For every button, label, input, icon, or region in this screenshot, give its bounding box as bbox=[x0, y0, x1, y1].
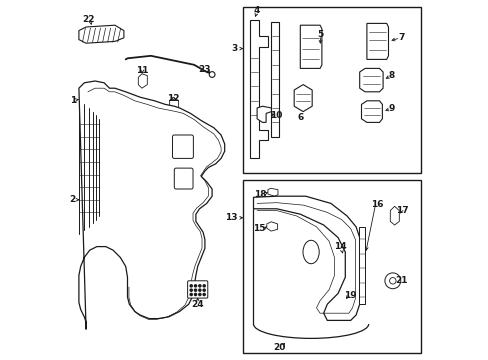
Circle shape bbox=[203, 293, 205, 296]
Polygon shape bbox=[361, 101, 382, 122]
Text: 15: 15 bbox=[253, 224, 265, 233]
Text: 21: 21 bbox=[395, 276, 407, 285]
Text: 5: 5 bbox=[317, 30, 323, 39]
Text: 20: 20 bbox=[273, 343, 285, 352]
Bar bbox=[242, 7, 420, 173]
Text: 11: 11 bbox=[136, 66, 148, 75]
Text: 16: 16 bbox=[370, 200, 383, 209]
Circle shape bbox=[389, 278, 395, 284]
Circle shape bbox=[209, 72, 215, 77]
Text: 14: 14 bbox=[333, 242, 346, 251]
Polygon shape bbox=[169, 97, 178, 115]
Text: 7: 7 bbox=[397, 33, 404, 42]
Polygon shape bbox=[359, 68, 382, 92]
Polygon shape bbox=[300, 25, 321, 68]
FancyBboxPatch shape bbox=[174, 168, 193, 189]
Text: 18: 18 bbox=[253, 189, 265, 198]
Text: 2: 2 bbox=[69, 195, 75, 204]
FancyBboxPatch shape bbox=[187, 281, 207, 298]
Polygon shape bbox=[267, 188, 277, 196]
Polygon shape bbox=[79, 25, 123, 43]
Circle shape bbox=[203, 285, 205, 287]
Bar bbox=[242, 180, 420, 353]
Circle shape bbox=[194, 285, 196, 287]
Text: 19: 19 bbox=[343, 292, 356, 300]
Text: 22: 22 bbox=[82, 15, 95, 24]
Circle shape bbox=[199, 289, 201, 291]
Polygon shape bbox=[249, 20, 267, 158]
Text: 12: 12 bbox=[166, 94, 179, 103]
Text: 23: 23 bbox=[198, 65, 211, 74]
Circle shape bbox=[203, 289, 205, 291]
Text: 1: 1 bbox=[69, 96, 76, 105]
Polygon shape bbox=[366, 23, 387, 59]
Text: 17: 17 bbox=[395, 206, 407, 215]
Circle shape bbox=[384, 273, 400, 289]
Circle shape bbox=[190, 285, 192, 287]
Text: 3: 3 bbox=[230, 44, 237, 53]
Polygon shape bbox=[294, 85, 311, 112]
Circle shape bbox=[199, 293, 201, 296]
Text: 13: 13 bbox=[224, 213, 237, 222]
Circle shape bbox=[199, 285, 201, 287]
Circle shape bbox=[190, 293, 192, 296]
Ellipse shape bbox=[303, 240, 319, 264]
Text: 4: 4 bbox=[253, 6, 260, 15]
Bar bbox=[358, 227, 365, 304]
Polygon shape bbox=[389, 206, 399, 225]
Text: 9: 9 bbox=[388, 104, 394, 113]
Text: 6: 6 bbox=[297, 113, 303, 122]
FancyBboxPatch shape bbox=[172, 135, 193, 158]
Circle shape bbox=[190, 289, 192, 291]
Polygon shape bbox=[138, 74, 147, 88]
Circle shape bbox=[194, 293, 196, 296]
Text: 10: 10 bbox=[269, 111, 282, 120]
Polygon shape bbox=[266, 222, 277, 231]
Polygon shape bbox=[257, 106, 271, 122]
Text: 24: 24 bbox=[191, 300, 203, 309]
Text: 8: 8 bbox=[388, 71, 394, 80]
Circle shape bbox=[194, 289, 196, 291]
Polygon shape bbox=[253, 196, 359, 320]
Polygon shape bbox=[79, 81, 224, 329]
Polygon shape bbox=[271, 22, 279, 137]
